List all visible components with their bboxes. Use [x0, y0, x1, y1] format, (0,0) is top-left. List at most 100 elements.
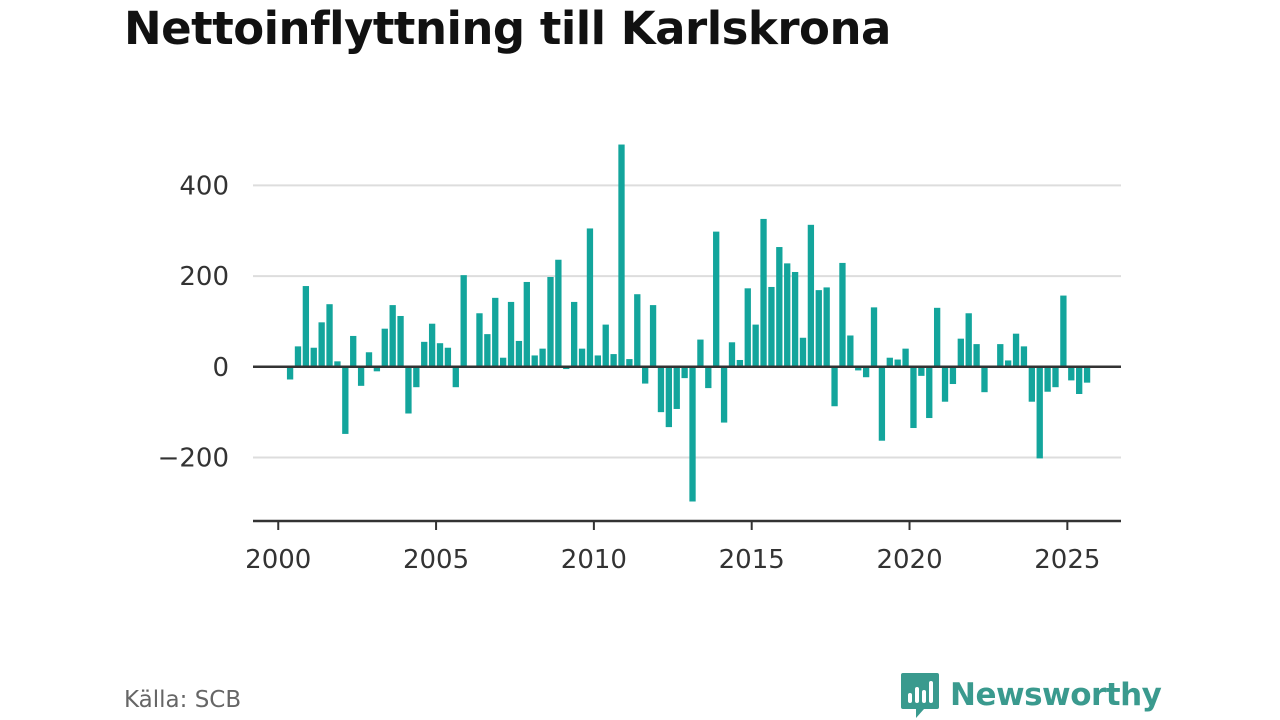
bar [310, 347, 317, 367]
bar [1005, 360, 1012, 367]
bar [594, 355, 601, 367]
bar [405, 366, 412, 414]
bar [626, 359, 633, 367]
bar-chart-speech-bubble-icon [901, 673, 939, 718]
bar [918, 366, 925, 376]
bar [689, 366, 696, 502]
bar [894, 359, 901, 367]
bar [523, 281, 530, 367]
source-note: Källa: SCB [124, 687, 242, 713]
bar [586, 228, 594, 367]
bar [642, 366, 649, 384]
x-axis-labels: 2000 2005 2010 2015 2020 2025 [245, 545, 1100, 575]
chart-title: Nettoinflyttning till Karlskrona [124, 2, 891, 55]
bar [784, 263, 791, 367]
bar [768, 286, 775, 367]
bar [831, 366, 838, 407]
x-tick-label: 2025 [1034, 545, 1100, 575]
bar [902, 348, 909, 367]
bar [1020, 346, 1028, 367]
bar [713, 231, 720, 367]
bar [839, 262, 846, 367]
bar [673, 366, 680, 409]
bar [334, 361, 341, 367]
x-tick-label: 2015 [719, 545, 785, 575]
x-tick-label: 2005 [403, 545, 469, 575]
bar [728, 342, 736, 367]
bar [981, 366, 988, 393]
bar [744, 288, 751, 367]
bar [397, 315, 404, 367]
bar [531, 355, 538, 367]
bar [499, 357, 507, 367]
y-tick-label: 0 [212, 353, 229, 383]
bar [697, 339, 704, 367]
bar [421, 341, 428, 367]
bar [933, 307, 941, 367]
bar [294, 346, 302, 367]
bar [610, 354, 617, 367]
bar [855, 366, 862, 371]
bar [862, 366, 870, 378]
bar [460, 275, 467, 367]
bar [910, 366, 917, 429]
bar [444, 347, 452, 367]
x-tick-label: 2020 [876, 545, 942, 575]
bar [539, 348, 546, 367]
bar [926, 366, 933, 419]
bar [428, 323, 436, 367]
bar [436, 343, 444, 367]
bar [1012, 333, 1020, 367]
bar [350, 335, 357, 367]
y-tick-label: −200 [158, 444, 229, 474]
bar [807, 224, 815, 367]
bar [870, 307, 878, 367]
bar [973, 344, 980, 367]
bar [1068, 366, 1075, 381]
y-tick-label: 200 [179, 262, 229, 292]
bar [823, 287, 830, 367]
bar [326, 304, 333, 367]
bar [484, 334, 491, 367]
y-axis-labels: −200 0 200 400 [158, 171, 229, 473]
bar [286, 366, 294, 380]
bar [665, 366, 673, 428]
bar [618, 144, 625, 367]
bar [602, 324, 609, 367]
bar [302, 286, 310, 367]
bar [1028, 366, 1035, 402]
bar [949, 366, 957, 385]
bar [515, 340, 523, 367]
y-tick-label: 400 [179, 171, 229, 201]
bar-chart: −200 0 200 400 2000 2005 2010 2015 2020 2025 [158, 144, 1121, 575]
bar [752, 324, 759, 367]
bar [997, 344, 1004, 367]
brand-logo: Newsworthy [900, 671, 1162, 719]
bar [571, 301, 578, 367]
bar [1036, 366, 1043, 459]
x-tick-label: 2010 [561, 545, 627, 575]
x-tick-label: 2000 [245, 545, 311, 575]
bar [365, 352, 373, 367]
bar [760, 218, 767, 367]
bar [452, 366, 459, 388]
bar [373, 366, 381, 372]
bars [286, 144, 1091, 502]
bar [357, 366, 365, 386]
bar [681, 366, 688, 379]
bar [318, 322, 325, 367]
bar [342, 366, 349, 434]
bar [957, 338, 964, 367]
bar [649, 305, 657, 367]
bar [1044, 366, 1051, 392]
bar [799, 337, 807, 367]
bar [1083, 366, 1091, 383]
bar [878, 366, 886, 441]
bar [657, 366, 665, 413]
bar [886, 357, 893, 367]
bar [705, 366, 712, 389]
bar [847, 335, 854, 367]
bar [555, 259, 562, 367]
bar [578, 348, 586, 367]
axes [253, 365, 1121, 530]
